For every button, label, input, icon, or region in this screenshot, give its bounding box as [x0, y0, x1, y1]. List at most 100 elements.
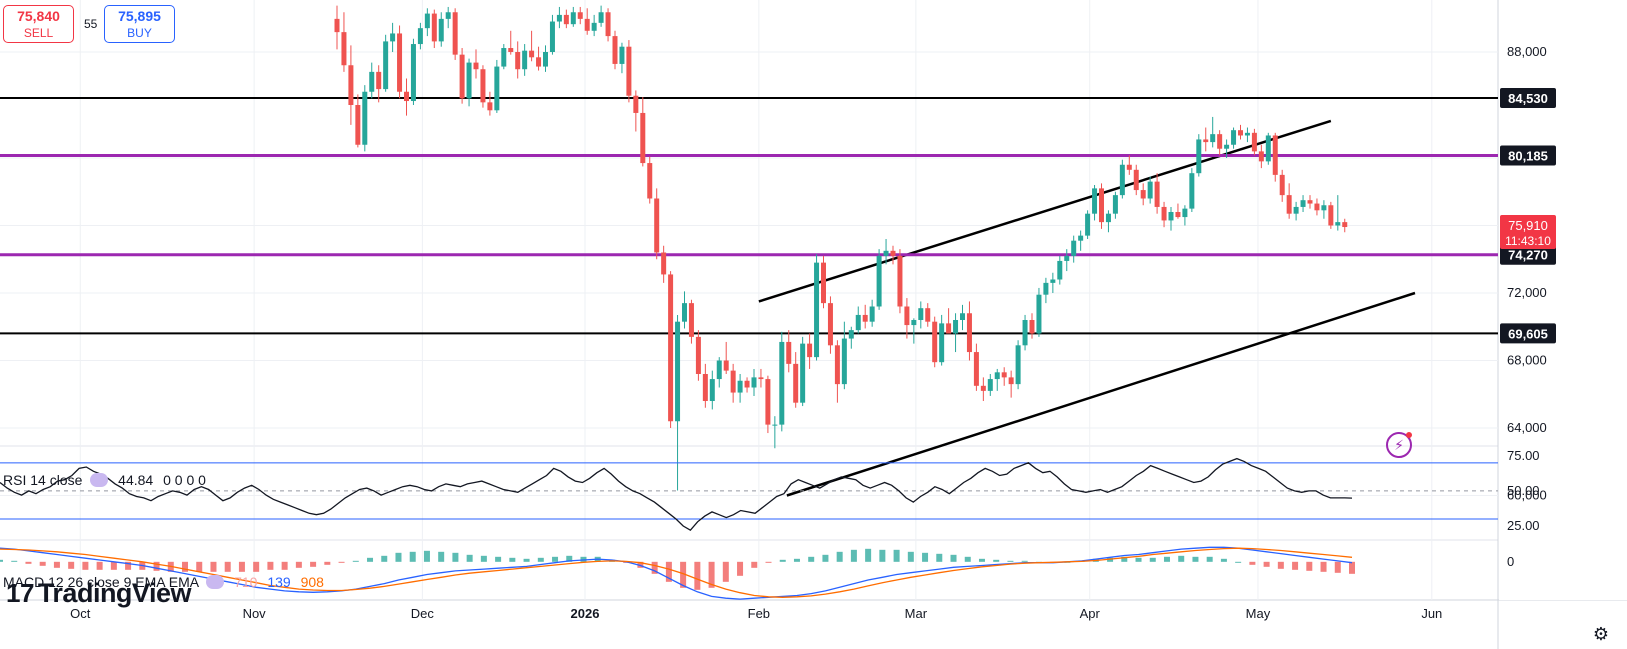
candle: [862, 304, 868, 329]
candle: [1342, 218, 1348, 233]
candle: [994, 368, 1000, 391]
candle-body: [1293, 206, 1299, 214]
candle-body: [723, 360, 729, 371]
time-axis-label: May: [1246, 606, 1271, 621]
macd-hist-value: 710: [234, 574, 258, 590]
candle: [1133, 164, 1139, 196]
candle: [410, 38, 416, 105]
candle: [494, 59, 500, 113]
candle-body: [980, 385, 986, 391]
candle: [737, 374, 743, 403]
macd-histogram-bar: [651, 561, 658, 574]
candle-body: [800, 343, 806, 403]
candle-body: [570, 12, 576, 25]
candle-body: [1085, 213, 1091, 236]
macd-histogram-bar: [822, 554, 829, 562]
candle: [397, 25, 403, 99]
macd-histogram-bar: [338, 561, 345, 563]
candle: [918, 301, 924, 329]
macd-histogram-bar: [438, 551, 445, 562]
macd-histogram-bar: [1235, 561, 1242, 563]
candle-body: [494, 66, 500, 111]
macd-histogram-bar: [665, 561, 672, 582]
candle: [1057, 255, 1063, 285]
candle-body: [946, 323, 952, 334]
time-axis-label: Jun: [1421, 606, 1442, 621]
candle: [1105, 210, 1111, 233]
candle: [800, 336, 806, 407]
candle: [709, 370, 715, 410]
indicator-settings-icon[interactable]: [90, 473, 109, 487]
candle: [536, 46, 542, 71]
signal-line: [0, 547, 1353, 598]
candle-body: [855, 314, 861, 331]
macd-histogram-bar: [182, 561, 189, 572]
candle: [1175, 203, 1181, 219]
candle: [1161, 201, 1167, 228]
macd-histogram-bar: [850, 549, 857, 562]
lightning-icon[interactable]: ⚡: [1386, 432, 1412, 458]
macd-histogram-bar: [1320, 561, 1327, 572]
candle: [1064, 249, 1070, 272]
buy-button[interactable]: 75,895 BUY: [104, 5, 175, 43]
candle-body: [529, 50, 535, 58]
candle-body: [438, 18, 444, 42]
candle-body: [675, 321, 681, 422]
macd-histogram-bar: [865, 548, 872, 562]
macd-histogram-bar: [281, 561, 288, 570]
candle-body: [1321, 205, 1327, 211]
candle: [1022, 314, 1028, 351]
candle-body: [1196, 139, 1202, 174]
macd-histogram-bar: [637, 561, 644, 568]
macd-histogram-bar: [1277, 561, 1284, 569]
candle-body: [1307, 200, 1313, 204]
candle-body: [668, 274, 674, 422]
candle-body: [556, 14, 562, 22]
candle: [501, 44, 507, 70]
rsi-legend[interactable]: RSI 14 close 44.84 0 0 0 0: [3, 472, 206, 488]
rsi-extra-value: 0: [163, 472, 171, 488]
candle: [925, 303, 931, 327]
settings-gear-icon[interactable]: ⚙: [1592, 624, 1609, 644]
candle: [633, 90, 639, 132]
candle-body: [1238, 130, 1243, 136]
macd-legend[interactable]: MACD 12 26 close 9 EMA EMA 710 139 908: [3, 574, 324, 590]
time-axis-label: Feb: [748, 606, 770, 621]
candle: [688, 299, 694, 344]
candle: [932, 316, 938, 368]
sell-button[interactable]: 75,840 SELL: [3, 5, 74, 43]
candle: [570, 6, 576, 27]
candle: [1085, 210, 1091, 239]
candle-body: [1258, 151, 1264, 162]
candle-body: [869, 306, 875, 322]
candle-body: [459, 54, 465, 99]
candle-body: [591, 22, 597, 31]
current-price-label: 75,910: [1508, 218, 1548, 233]
candle-body: [1203, 139, 1209, 143]
macd-histogram-bar: [978, 558, 985, 562]
candle-body: [772, 424, 778, 426]
candle: [355, 94, 361, 148]
price-axis-tick: 64,000: [1507, 420, 1547, 435]
candle: [675, 314, 681, 491]
candle-body: [508, 48, 514, 52]
macd-histogram-bar: [466, 554, 473, 562]
time-axis-label: Apr: [1080, 606, 1101, 621]
macd-histogram-bar: [210, 561, 217, 572]
indicator-settings-icon[interactable]: [206, 575, 225, 589]
candle: [598, 5, 604, 27]
candle: [716, 357, 722, 388]
price-axis-tick: 60,000: [1507, 488, 1547, 503]
candle: [605, 8, 611, 42]
candle-body: [779, 341, 785, 425]
macd-histogram-bar: [310, 561, 317, 567]
macd-histogram-bar: [253, 561, 260, 572]
candle: [980, 377, 986, 401]
macd-histogram-bar: [110, 561, 117, 570]
candle: [1286, 183, 1292, 219]
time-axis-label: Dec: [411, 606, 435, 621]
candle: [793, 352, 799, 408]
macd-histogram-bar: [1121, 556, 1128, 562]
candle: [668, 271, 674, 428]
